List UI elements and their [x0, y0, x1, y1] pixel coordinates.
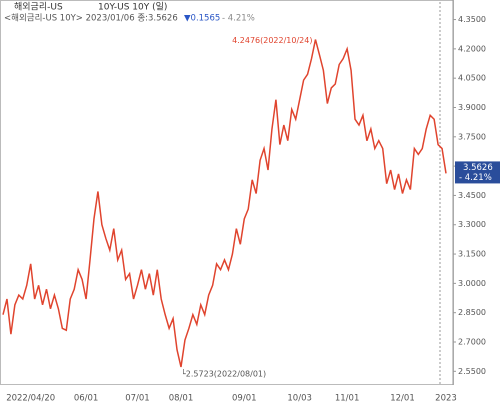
x-tick-label: 2022/04/20 — [6, 394, 55, 404]
y-tick-label: 3.3000 — [458, 220, 486, 229]
chart-subtitle: 10Y-US 10Y (일) — [98, 2, 167, 13]
y-tick-label: 3.4500 — [458, 191, 486, 200]
last-value-label: 3.5626 — [463, 163, 493, 173]
last-value-box — [455, 161, 500, 184]
info-percent: - 4.21% — [222, 14, 255, 24]
y-tick-label: 4.2000 — [458, 44, 486, 53]
last-value-change: - 4.21% — [459, 173, 492, 183]
price-line — [2, 39, 447, 368]
x-tick-label: 07/01 — [125, 394, 150, 404]
y-tick-label: 3.0000 — [458, 279, 486, 288]
chart-title: 해외금리-US — [14, 1, 63, 13]
info-text: <해외금리-US 10Y> 2023/01/06 종:3.5626 — [4, 13, 178, 24]
info-change: ▼0.1565 — [184, 14, 220, 24]
x-tick-label: 11/01 — [335, 394, 360, 404]
y-tick-label: 3.7500 — [458, 132, 486, 141]
x-axis-band — [0, 385, 500, 411]
y-tick-label: 3.9000 — [458, 103, 486, 112]
y-tick-label: 3.1500 — [458, 250, 486, 259]
y-tick-label: 2.5500 — [458, 367, 486, 376]
x-tick-label: 09/01 — [232, 394, 257, 404]
y-tick-label: 4.0500 — [458, 74, 486, 83]
x-tick-label: 2023 — [435, 394, 457, 404]
x-tick-label: 12/01 — [390, 394, 415, 404]
x-tick-label: 08/01 — [169, 394, 194, 404]
y-tick-label: 4.3500 — [458, 15, 486, 24]
annotation: └2.5723(2022/08/01) — [181, 368, 266, 378]
y-tick-label: 2.7000 — [458, 338, 486, 347]
x-tick-label: 06/01 — [74, 394, 99, 404]
annotation: 4.2476(2022/10/24) — [232, 36, 312, 45]
x-tick-label: 10/03 — [287, 394, 312, 404]
plot-frame — [0, 0, 454, 385]
y-tick-label: 2.8500 — [458, 308, 486, 317]
